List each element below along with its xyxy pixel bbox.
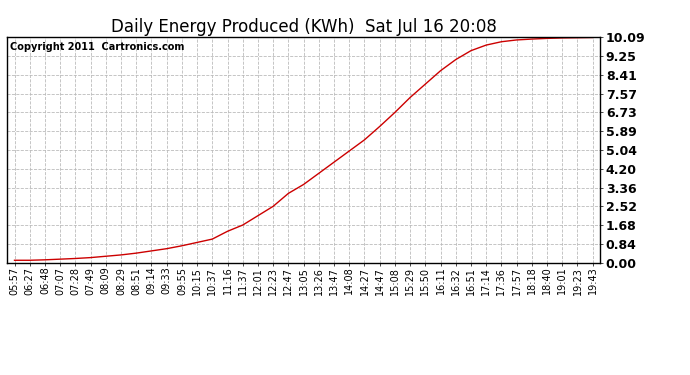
- Text: Copyright 2011  Cartronics.com: Copyright 2011 Cartronics.com: [10, 42, 184, 52]
- Title: Daily Energy Produced (KWh)  Sat Jul 16 20:08: Daily Energy Produced (KWh) Sat Jul 16 2…: [110, 18, 497, 36]
